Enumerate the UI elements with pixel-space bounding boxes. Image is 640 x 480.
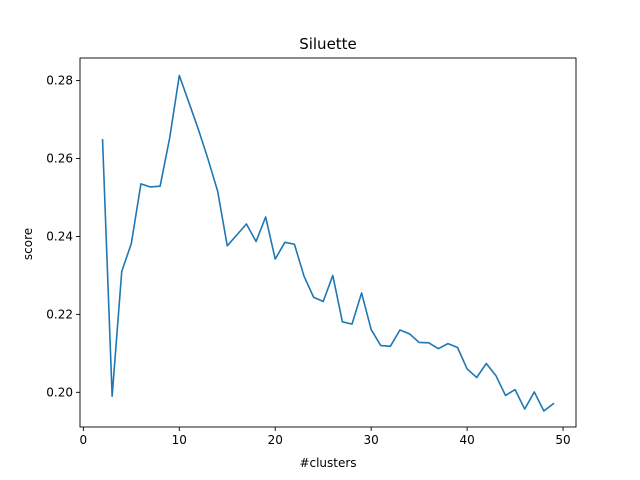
chart-title: Siluette — [299, 35, 357, 53]
y-tick-label: 0.26 — [46, 152, 73, 166]
y-axis-label: score — [21, 228, 35, 260]
y-tick-label: 0.20 — [46, 385, 73, 399]
x-axis-ticks: 0 10 20 30 40 50 — [80, 427, 571, 447]
y-tick-label: 0.24 — [46, 229, 73, 243]
series-line-0 — [101, 74, 555, 412]
x-tick-label: 30 — [364, 433, 379, 447]
x-tick-label: 40 — [459, 433, 474, 447]
y-tick-label: 0.22 — [46, 307, 73, 321]
x-tick-label: 0 — [80, 433, 88, 447]
x-tick-label: 50 — [555, 433, 570, 447]
plot-area — [79, 57, 577, 428]
x-axis-label: #clusters — [299, 456, 356, 470]
axes-frame — [79, 57, 577, 428]
x-tick-label: 10 — [172, 433, 187, 447]
x-tick-label: 20 — [268, 433, 283, 447]
y-tick-label: 0.28 — [46, 74, 73, 88]
y-axis-ticks: 0.20 0.22 0.24 0.26 0.28 — [46, 74, 80, 399]
